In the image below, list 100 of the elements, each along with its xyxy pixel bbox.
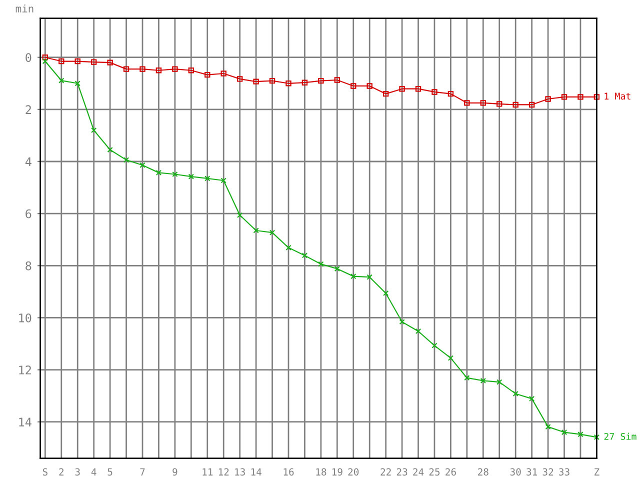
x-tick-label: 18 (316, 468, 326, 476)
x-tick-label: 7 (140, 468, 145, 476)
x-tick-label: 2 (59, 468, 64, 476)
point (204, 176, 210, 182)
x-tick-label: 26 (446, 468, 456, 476)
x-tick-label: 5 (108, 468, 112, 476)
point (545, 96, 551, 102)
point (172, 171, 178, 178)
point (512, 102, 518, 108)
point (302, 252, 308, 258)
point (350, 83, 356, 89)
point (286, 244, 292, 251)
point (578, 432, 584, 438)
y-tick-label: 4 (25, 157, 32, 166)
x-tick-label: 14 (251, 468, 262, 476)
x-tick-label: 32 (542, 468, 554, 476)
y-tick-label: 14 (19, 418, 32, 426)
point (528, 396, 535, 402)
y-axis-title: min (16, 4, 34, 12)
point (90, 59, 97, 65)
point (140, 162, 146, 168)
point (528, 102, 535, 108)
y-tick-label: 2 (26, 105, 31, 114)
x-tick-label: 9 (172, 468, 178, 476)
point (156, 170, 162, 176)
x-tick-label: 3 (75, 468, 80, 476)
series-label: 27 Sim (604, 432, 636, 440)
point (58, 78, 64, 84)
y-tick-label: 0 (26, 53, 32, 62)
point (496, 379, 502, 385)
point (366, 274, 372, 280)
point (464, 375, 470, 381)
point (107, 146, 113, 153)
point (350, 273, 356, 280)
y-tick-label: 6 (26, 209, 32, 218)
x-tick-label: Z (594, 468, 600, 476)
x-tick-label: S (42, 468, 48, 476)
x-tick-label: 31 (526, 468, 538, 476)
point (188, 68, 194, 74)
point (432, 89, 438, 95)
point (594, 94, 600, 100)
point (140, 66, 146, 72)
point (480, 378, 486, 384)
point (156, 68, 162, 74)
point (123, 66, 130, 72)
x-tick-label: 30 (510, 468, 521, 476)
x-tick-label: 24 (413, 468, 424, 476)
point (432, 342, 438, 348)
point (42, 58, 48, 64)
point (415, 328, 422, 334)
point (545, 424, 551, 430)
point (366, 83, 372, 89)
point (318, 78, 324, 84)
point (220, 70, 226, 76)
point (74, 80, 80, 86)
point (318, 261, 324, 267)
point (464, 100, 470, 106)
x-tick-label: 28 (478, 468, 488, 476)
series-label: 1 Mat (604, 92, 630, 100)
point (90, 127, 97, 134)
point (269, 78, 276, 84)
point (480, 100, 486, 106)
point (561, 429, 568, 436)
point (74, 58, 80, 64)
point (399, 86, 405, 92)
y-tick-label: 8 (26, 261, 32, 270)
point (382, 290, 389, 296)
point (334, 77, 340, 83)
point (496, 101, 502, 107)
y-tick-label: 10 (19, 313, 32, 322)
point (302, 80, 308, 86)
point (286, 80, 292, 86)
point (107, 60, 113, 66)
x-tick-label: 23 (396, 468, 408, 476)
x-tick-label: 20 (348, 468, 359, 476)
point (204, 72, 210, 78)
point (58, 58, 64, 64)
point (415, 86, 422, 92)
point (399, 319, 405, 325)
x-tick-label: 12 (218, 468, 229, 476)
point (334, 266, 340, 272)
point (448, 355, 454, 361)
y-tick-label: 12 (19, 366, 31, 374)
x-tick-label: 11 (202, 468, 213, 476)
x-tick-label: 19 (332, 468, 342, 476)
point (253, 78, 259, 84)
point (448, 90, 454, 97)
point (594, 434, 600, 440)
point (123, 157, 130, 163)
point (42, 54, 48, 60)
point (561, 94, 568, 100)
point (512, 390, 518, 397)
x-tick-label: 33 (559, 468, 570, 476)
point (236, 76, 243, 82)
x-tick-label: 16 (284, 468, 294, 476)
point (382, 90, 389, 97)
point (188, 174, 194, 180)
x-tick-label: 13 (235, 468, 245, 476)
point (253, 228, 259, 234)
point (236, 212, 243, 218)
